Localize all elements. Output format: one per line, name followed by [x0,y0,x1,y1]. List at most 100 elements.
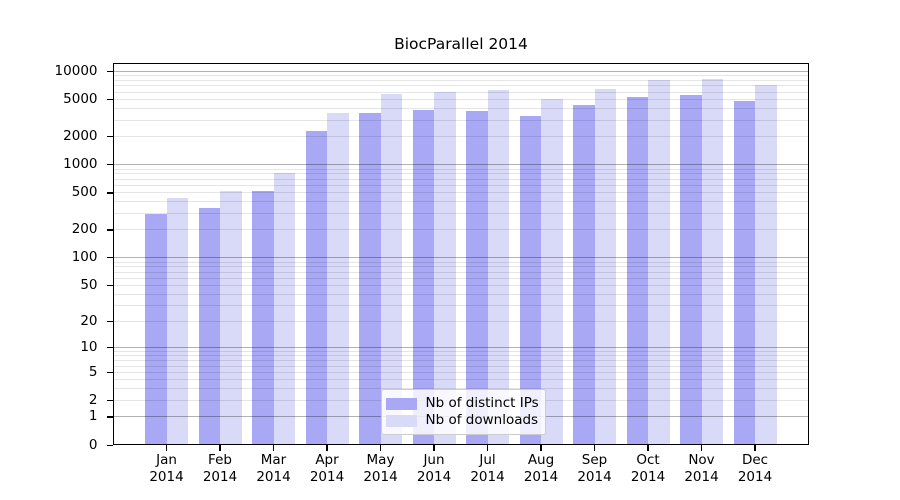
bar-downloads-sep [594,88,616,445]
gridline-minor [113,178,809,180]
bar-downloads-feb [220,190,242,445]
x-tick-label: Nov 2014 [670,452,734,486]
x-tick-label: Sep 2014 [563,452,627,486]
x-tick-label: Mar 2014 [242,452,306,486]
x-tick-mark [326,445,328,451]
gridline-minor [113,91,809,93]
legend-item-downloads: Nb of downloads [385,412,540,429]
x-tick-month: Feb [208,452,232,468]
bar-distinct-ips-jun [412,109,434,445]
x-tick-month: Sep [581,452,608,468]
x-tick-year: 2014 [630,469,666,485]
y-tick-label: 500 [71,184,98,201]
legend-label-distinct-ips: Nb of distinct IPs [425,395,539,412]
gridline-minor [113,173,809,175]
bar-downloads-may [380,94,402,445]
x-tick-label: Feb 2014 [188,452,252,486]
x-tick-label: May 2014 [349,452,413,486]
bar-distinct-ips-nov [680,95,702,445]
x-tick-year: 2014 [309,469,345,485]
x-tick-mark [540,445,542,451]
y-tick-label: 10 [80,339,98,356]
x-tick-month: Jun [423,452,445,468]
gridline-minor [113,192,809,194]
y-tick-label: 5 [88,363,98,380]
y-tick-label: 50 [80,277,98,293]
y-tick-mark [106,136,113,138]
x-tick-year: 2014 [684,469,719,485]
y-tick-label: 2000 [63,128,98,145]
x-tick-label: Jul 2014 [456,452,520,486]
y-tick-label: 200 [71,221,98,238]
legend: Nb of distinct IPs Nb of downloads [380,389,546,435]
y-tick-mark [106,285,113,287]
y-tick-mark [106,99,113,101]
x-tick-label: Apr 2014 [295,452,359,486]
x-tick-label: Aug 2014 [509,452,573,486]
x-tick-month: Dec [741,452,769,468]
y-tick-mark [106,416,113,418]
x-tick-mark [647,445,649,451]
x-tick-mark [219,445,221,451]
bar-downloads-apr [327,113,349,445]
gridline-minor [113,305,809,307]
x-tick-month: Aug [527,452,555,468]
legend-label-downloads: Nb of downloads [425,412,539,429]
gridline-major [113,347,809,349]
gridline-major [113,257,809,259]
x-tick-month: Jul [479,452,496,468]
x-tick-year: 2014 [363,469,398,485]
x-tick-month: Nov [688,452,715,468]
bar-downloads-jan [166,198,188,445]
x-tick-label: Jun 2014 [402,452,466,486]
gridline-minor [113,321,809,322]
bar-distinct-ips-jan [145,214,167,445]
y-tick-mark [106,257,113,259]
y-tick-mark [106,399,113,402]
bar-downloads-mar [273,173,295,445]
gridline-minor [113,277,809,279]
y-tick-label: 20 [80,313,98,329]
bar-distinct-ips-feb [198,207,220,445]
gridline-minor [113,119,809,121]
bar-downloads-oct [648,80,670,445]
y-tick-label: 10000 [54,62,98,79]
bar-downloads-nov [701,78,723,445]
gridline-minor [113,213,809,214]
x-tick-month: Oct [636,452,660,468]
x-tick-mark [754,445,756,451]
y-tick-label: 2 [88,391,98,408]
y-tick-label: 0 [88,436,98,453]
gridline-minor [113,201,809,203]
y-tick-mark [106,371,113,373]
bar-distinct-ips-dec [733,101,755,445]
gridline-minor [113,371,809,373]
gridline-minor [113,168,809,170]
x-tick-year: 2014 [523,469,559,485]
y-tick-mark [106,192,113,194]
x-tick-mark [700,445,703,451]
gridline-minor [113,388,809,390]
bar-distinct-ips-apr [305,131,327,445]
gridline-minor [113,266,809,268]
x-tick-year: 2014 [416,469,452,485]
gridline-minor [113,184,809,186]
legend-swatch-downloads-icon [385,414,417,427]
x-tick-mark [165,445,168,451]
y-tick-mark [106,229,113,231]
gridline-minor [113,75,809,77]
y-tick-mark [106,347,113,349]
gridline-minor [113,355,809,357]
x-tick-year: 2014 [470,469,505,485]
y-tick-label: 1000 [63,156,98,173]
gridline-minor [113,285,809,286]
bar-distinct-ips-aug [519,115,541,445]
y-tick-mark [106,321,113,323]
bar-downloads-dec [755,84,777,445]
x-tick-mark [593,445,596,451]
x-tick-month: Jan [156,452,177,468]
x-tick-label: Jan 2014 [135,452,199,486]
x-tick-year: 2014 [256,469,291,485]
x-tick-mark [272,445,275,451]
